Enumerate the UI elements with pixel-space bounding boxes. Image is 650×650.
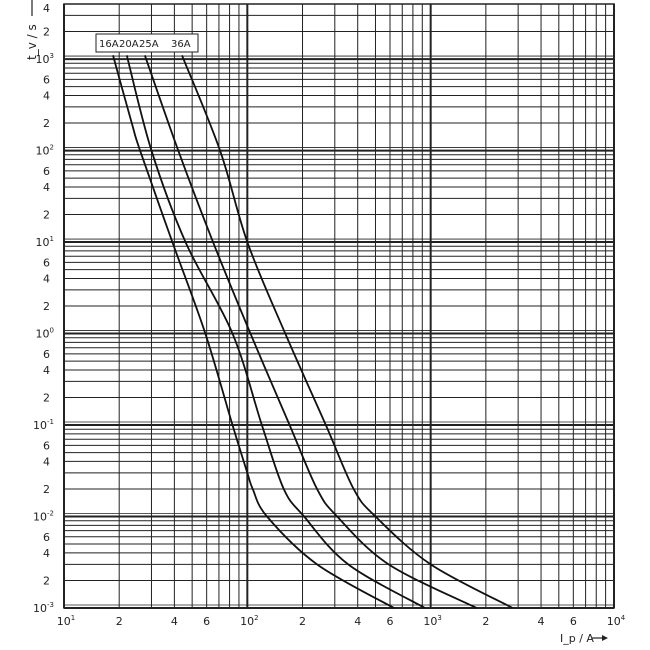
x-tick-label: 6 — [386, 615, 393, 628]
curve-16A — [112, 55, 395, 609]
x-tick-labels: 101 2 4 6 102 2 4 6 103 2 4 6 104 — [57, 614, 626, 628]
legend-box — [95, 33, 199, 53]
tick-exponent: 3 — [437, 614, 441, 622]
y-tick-label: 100 — [36, 327, 54, 341]
tick-base: 10 — [36, 328, 50, 341]
x-tick-label: 6 — [203, 615, 210, 628]
curve-25A — [143, 54, 477, 609]
tick-exponent: 3 — [50, 52, 54, 60]
curve-36A — [181, 54, 514, 609]
y-tick-label: 2 — [43, 483, 50, 496]
x-tick-label: 4 — [171, 615, 178, 628]
y-tick-label: 6 — [43, 348, 50, 361]
x-tick-label: 6 — [570, 615, 577, 628]
plot-frame — [63, 3, 615, 609]
y-tick-label: 102 — [36, 144, 54, 158]
tick-base: 10 — [33, 602, 47, 615]
x-tick-label: 101 — [57, 614, 75, 628]
x-tick-label: 102 — [240, 614, 258, 628]
y-axis-label: t_v / s — [25, 0, 39, 60]
tick-base: 10 — [57, 615, 71, 628]
y-tick-label: 2 — [43, 117, 50, 130]
tick-exponent: 2 — [50, 144, 54, 152]
y-tick-label: 6 — [43, 439, 50, 452]
y-tick-label: 10-2 — [33, 510, 54, 524]
y-tick-label: 10-1 — [33, 418, 54, 432]
curve-20A — [125, 55, 426, 609]
tick-base: 10 — [36, 53, 50, 66]
y-tick-label: 2 — [43, 391, 50, 404]
y-tick-label: 4 — [43, 89, 50, 102]
tick-exponent: 0 — [50, 327, 54, 335]
tick-exponent: 2 — [254, 614, 258, 622]
x-tick-label: 2 — [482, 615, 489, 628]
tick-exponent: -3 — [47, 601, 54, 609]
x-axis-label: I_p / A — [560, 632, 608, 645]
tick-exponent: 4 — [621, 614, 626, 622]
x-tick-label: 2 — [116, 615, 123, 628]
y-tick-label: 4 — [43, 272, 50, 285]
y-tick-label: 2 — [43, 300, 50, 313]
y-tick-label: 2 — [43, 574, 50, 587]
y-tick-label: 4 — [43, 2, 50, 15]
tick-base: 10 — [36, 236, 50, 249]
y-tick-label: 4 — [43, 455, 50, 468]
tick-exponent: 1 — [50, 235, 54, 243]
y-tick-label: 103 — [36, 52, 54, 66]
legend-label-25A: 25A — [139, 39, 159, 50]
y-tick-label: 10-3 — [33, 601, 54, 615]
y-tick-label: 6 — [43, 165, 50, 178]
x-tick-label: 4 — [538, 615, 545, 628]
x-tick-label: 4 — [354, 615, 361, 628]
y-tick-label: 4 — [43, 547, 50, 560]
x-tick-label: 2 — [299, 615, 306, 628]
legend-label-36A: 36A — [171, 39, 191, 50]
legend-label-20A: 20A — [119, 39, 139, 50]
legend-label-16A: 16A — [99, 39, 119, 50]
tick-base: 10 — [36, 145, 50, 158]
y-tick-label: 2 — [43, 26, 50, 39]
tick-base: 10 — [240, 615, 254, 628]
y-tick-label: 4 — [43, 364, 50, 377]
y-tick-label: 6 — [43, 531, 50, 544]
legend: 16A 20A 25A 36A — [95, 33, 199, 53]
x-tick-label: 104 — [607, 614, 626, 628]
y-tick-labels: 4210364210264210164210064210-164210-2642… — [33, 2, 54, 615]
grid — [63, 3, 615, 609]
tick-base: 10 — [607, 615, 621, 628]
tick-base: 10 — [33, 419, 47, 432]
x-tick-label: 103 — [423, 614, 441, 628]
x-axis-arrowhead-icon — [602, 635, 608, 641]
tick-base: 10 — [423, 615, 437, 628]
curves — [112, 54, 514, 609]
tick-exponent: -2 — [47, 510, 54, 518]
tick-base: 10 — [33, 511, 47, 524]
y-tick-label: 2 — [43, 209, 50, 222]
y-tick-label: 101 — [36, 235, 54, 249]
y-tick-label: 6 — [43, 256, 50, 269]
x-axis-label-text: I_p / A — [560, 632, 594, 645]
y-tick-label: 4 — [43, 181, 50, 194]
y-tick-label: 6 — [43, 73, 50, 86]
tick-exponent: -1 — [47, 418, 54, 426]
tick-exponent: 1 — [71, 614, 75, 622]
y-axis-label-text: t_v / s — [25, 24, 39, 60]
